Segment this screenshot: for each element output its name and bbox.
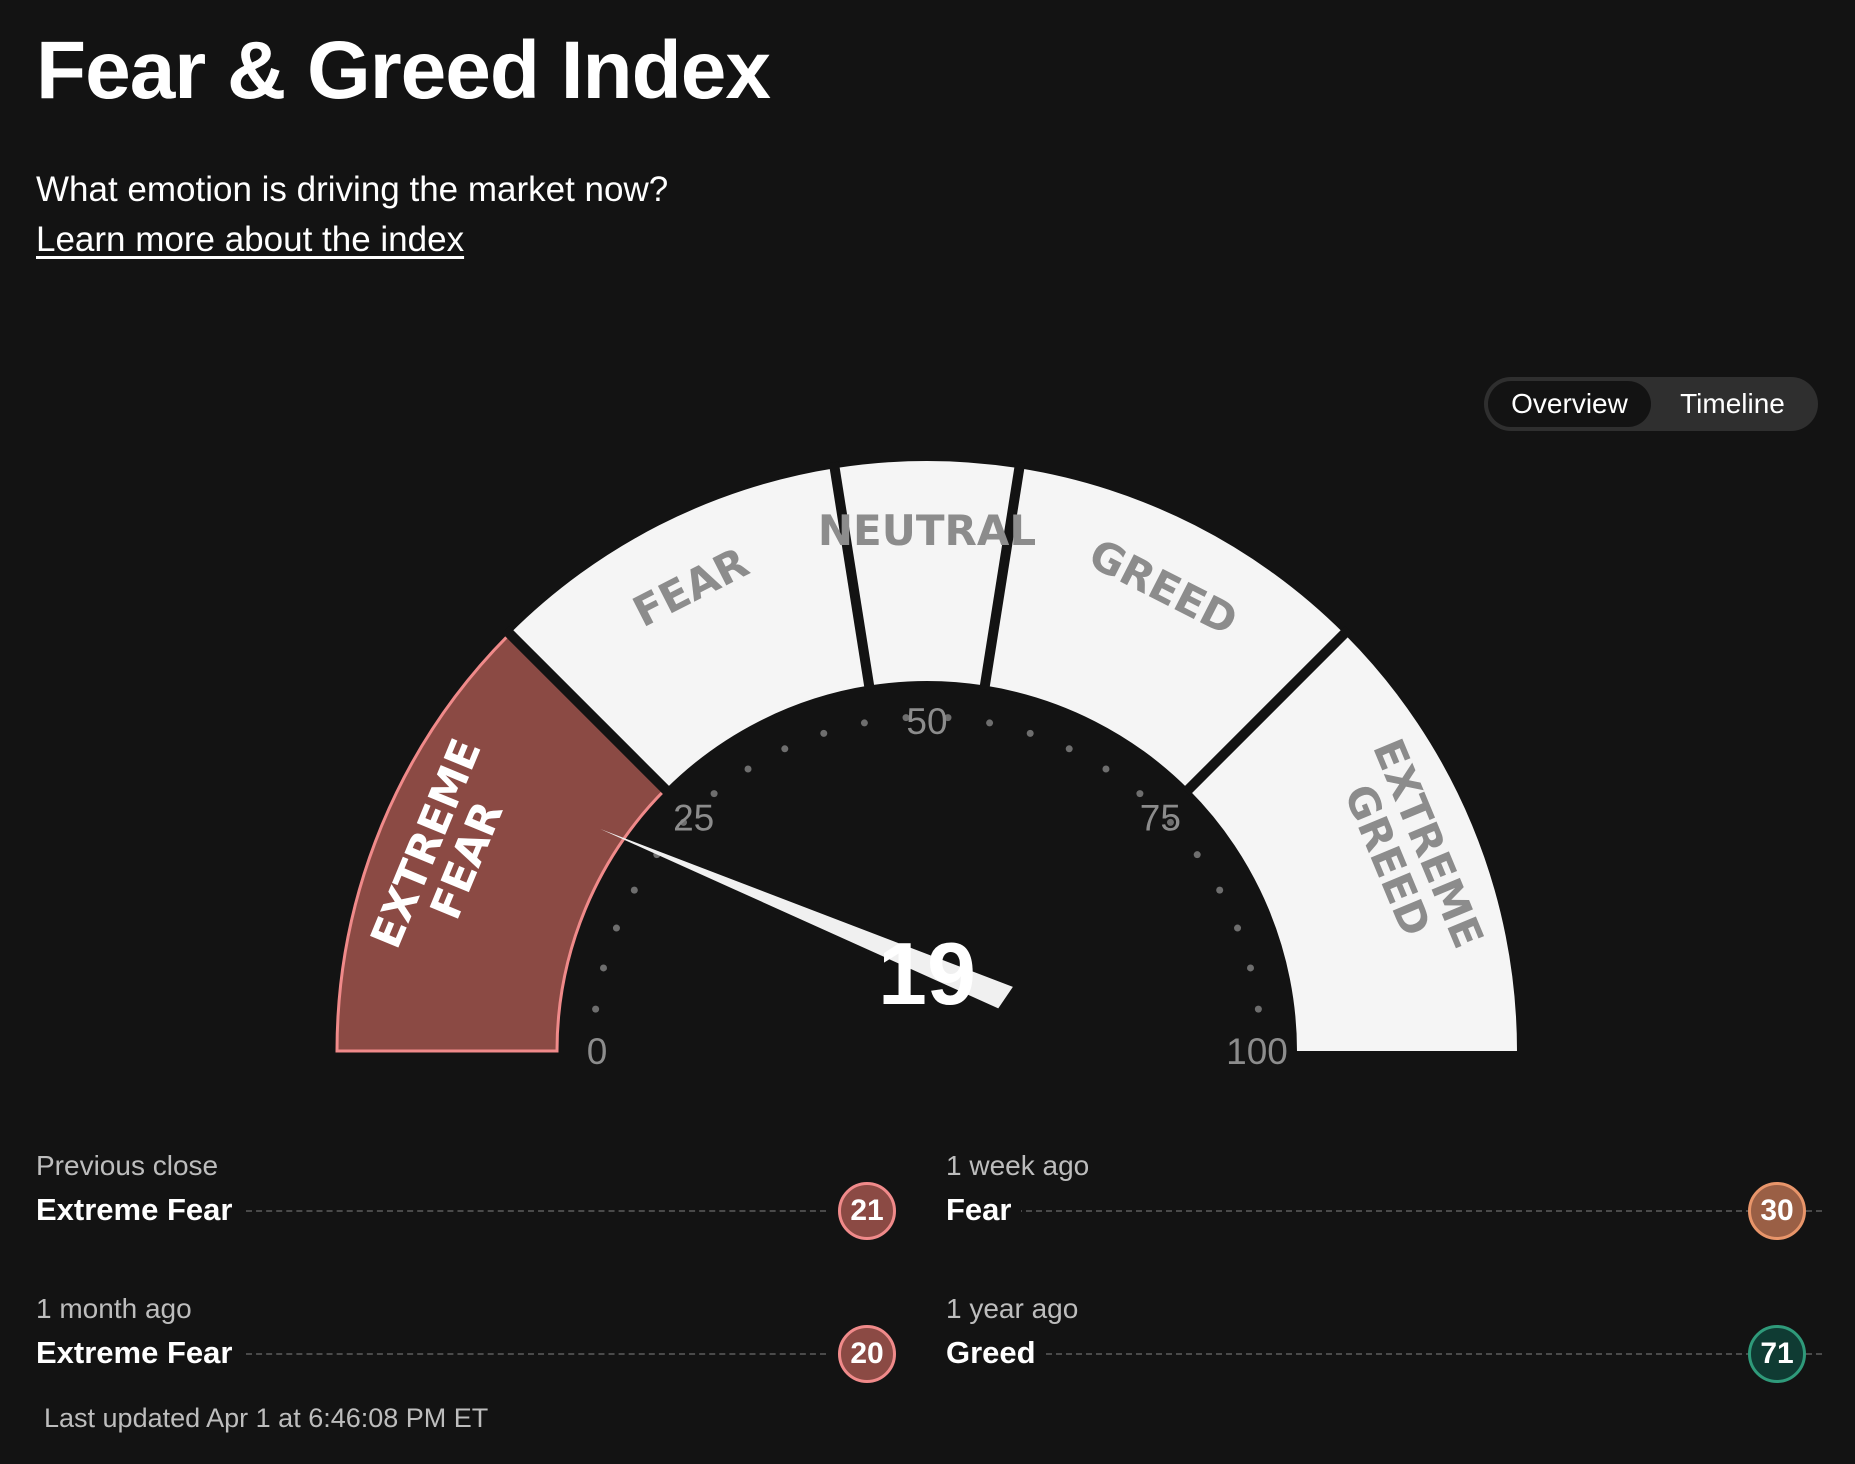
gauge-tick-dot [902,714,910,722]
overview-tab[interactable]: Overview [1488,381,1651,427]
gauge-tick-dot [1254,1005,1262,1013]
leader-dots [246,1353,826,1355]
gauge-tick-dot [944,714,952,722]
gauge-tick-dot [820,729,828,737]
gauge-tick-dot [1234,924,1242,932]
gauge-tick-dot [592,1005,600,1013]
gauge-tick-label: 25 [673,798,714,839]
gauge-segment-label: NEUTRAL [818,506,1036,555]
gauge-tick-dot [1193,851,1201,859]
gauge-tick-dot [612,924,620,932]
last-updated: Last updated Apr 1 at 6:46:08 PM ET [44,1403,489,1433]
leader-dots [246,1210,826,1212]
gauge-tick-label: 0 [587,1031,608,1072]
gauge-tick-dot [599,964,607,972]
gauge-tick-label: 100 [1226,1031,1288,1072]
gauge-value: 19 [878,924,976,1023]
history-rating: Extreme Fear [36,1337,243,1368]
history-period: 1 year ago [946,1293,1079,1324]
history-rating: Greed [946,1337,1046,1368]
history-item-1-week-ago: 1 week ago Fear 30 [946,1150,1822,1247]
gauge-tick-dot [680,818,688,826]
gauge-tick-label: 75 [1140,798,1181,839]
gauge-tick-dot [1136,790,1144,798]
history-rating: Extreme Fear [36,1194,243,1225]
leader-dots [1016,1210,1822,1212]
gauge-tick-dot [1247,964,1255,972]
gauge-tick-dot [710,790,718,798]
history-value-badge: 20 [838,1325,896,1383]
gauge-separator [979,461,1026,691]
history-rating: Fear [946,1194,1022,1225]
history-item-1-month-ago: 1 month ago Extreme Fear 20 [36,1295,900,1390]
gauge-segment-neutral [834,461,1020,686]
gauge-tick-dot [744,765,752,773]
gauge-tick-dot [860,719,868,727]
history-period: 1 week ago [946,1150,1090,1181]
gauge-segment-extreme-greed [1188,633,1517,1051]
gauge-tick-label: 50 [906,701,947,742]
history-period: Previous close [36,1150,219,1181]
history-item-1-year-ago: 1 year ago Greed 71 [946,1293,1822,1390]
gauge-tick-dot [1065,745,1073,753]
history-value-badge: 30 [1748,1182,1806,1240]
history-item-previous-close: Previous close Extreme Fear 21 [36,1152,900,1247]
learn-more-link[interactable]: Learn more about the index [36,220,465,259]
history-period: 1 month ago [36,1293,192,1324]
gauge-segment-greed [984,468,1345,790]
gauge-tick-dot [1102,765,1110,773]
view-toggle: Overview Timeline [1484,377,1818,431]
history-value-badge: 71 [1748,1325,1806,1383]
gauge-separator [828,461,875,691]
gauge-tick-dot [781,745,789,753]
history-value-badge: 21 [838,1182,896,1240]
gauge-tick-dot [630,886,638,894]
gauge-segment-fear [509,468,870,790]
timeline-tab[interactable]: Timeline [1680,388,1785,419]
gauge-needle [600,828,1013,1009]
gauge-separator [502,626,672,796]
gauge-separator [1182,626,1352,796]
page-title: Fear & Greed Index [36,25,771,116]
gauge-tick-dot [1216,886,1224,894]
gauge-tick-dot [986,719,994,727]
page-subtitle: What emotion is driving the market now? [36,170,669,209]
gauge-tick-dot [1166,818,1174,826]
gauge-tick-dot [1026,729,1034,737]
leader-dots [1046,1353,1822,1355]
